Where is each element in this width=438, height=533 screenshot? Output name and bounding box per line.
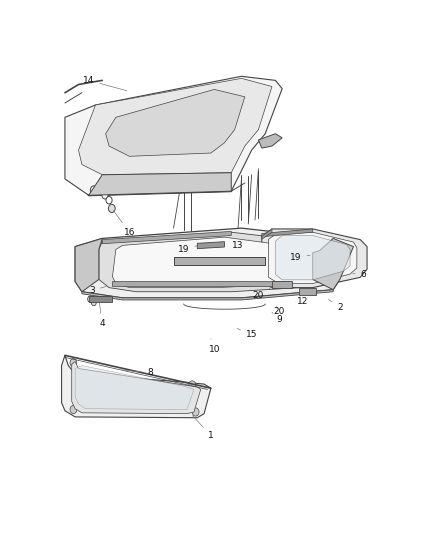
Polygon shape xyxy=(313,238,353,290)
Polygon shape xyxy=(258,134,282,148)
Circle shape xyxy=(81,265,87,273)
Polygon shape xyxy=(113,281,286,286)
Text: 2: 2 xyxy=(328,300,343,312)
Polygon shape xyxy=(78,78,272,175)
Polygon shape xyxy=(262,229,313,237)
Polygon shape xyxy=(99,232,320,292)
Text: 20: 20 xyxy=(253,286,273,300)
Polygon shape xyxy=(262,229,367,288)
Polygon shape xyxy=(72,361,201,414)
Circle shape xyxy=(106,197,112,204)
Text: 9: 9 xyxy=(272,312,282,324)
Text: 12: 12 xyxy=(297,291,308,306)
Circle shape xyxy=(88,296,93,302)
Circle shape xyxy=(102,191,108,199)
Circle shape xyxy=(81,274,87,282)
Polygon shape xyxy=(75,238,102,292)
Polygon shape xyxy=(61,356,211,418)
Circle shape xyxy=(189,381,196,389)
Text: 19: 19 xyxy=(290,253,310,262)
Text: 20: 20 xyxy=(273,306,284,316)
Text: 14: 14 xyxy=(83,76,127,91)
Text: 3: 3 xyxy=(89,286,106,295)
Polygon shape xyxy=(88,296,113,302)
Text: 1: 1 xyxy=(192,416,214,440)
Polygon shape xyxy=(173,257,265,265)
Text: 19: 19 xyxy=(178,245,198,254)
Circle shape xyxy=(108,204,115,213)
Circle shape xyxy=(70,406,77,414)
Text: 4: 4 xyxy=(99,302,105,328)
Polygon shape xyxy=(272,281,293,288)
Polygon shape xyxy=(276,236,350,280)
Polygon shape xyxy=(75,366,194,409)
Text: 10: 10 xyxy=(208,339,220,354)
Polygon shape xyxy=(82,290,333,300)
Text: 13: 13 xyxy=(232,240,249,251)
Polygon shape xyxy=(88,173,231,195)
Polygon shape xyxy=(65,76,282,195)
Polygon shape xyxy=(113,237,293,288)
Polygon shape xyxy=(75,228,353,298)
Polygon shape xyxy=(262,229,272,239)
Polygon shape xyxy=(268,232,357,284)
Text: 8: 8 xyxy=(122,368,153,377)
Text: 15: 15 xyxy=(237,328,258,340)
Circle shape xyxy=(92,300,96,306)
Circle shape xyxy=(192,408,199,416)
Polygon shape xyxy=(197,241,224,248)
Circle shape xyxy=(70,359,77,367)
Polygon shape xyxy=(299,288,316,295)
Circle shape xyxy=(90,186,97,194)
Polygon shape xyxy=(102,231,231,244)
Text: 16: 16 xyxy=(113,211,135,237)
Text: 6: 6 xyxy=(353,270,367,279)
Polygon shape xyxy=(106,90,245,156)
